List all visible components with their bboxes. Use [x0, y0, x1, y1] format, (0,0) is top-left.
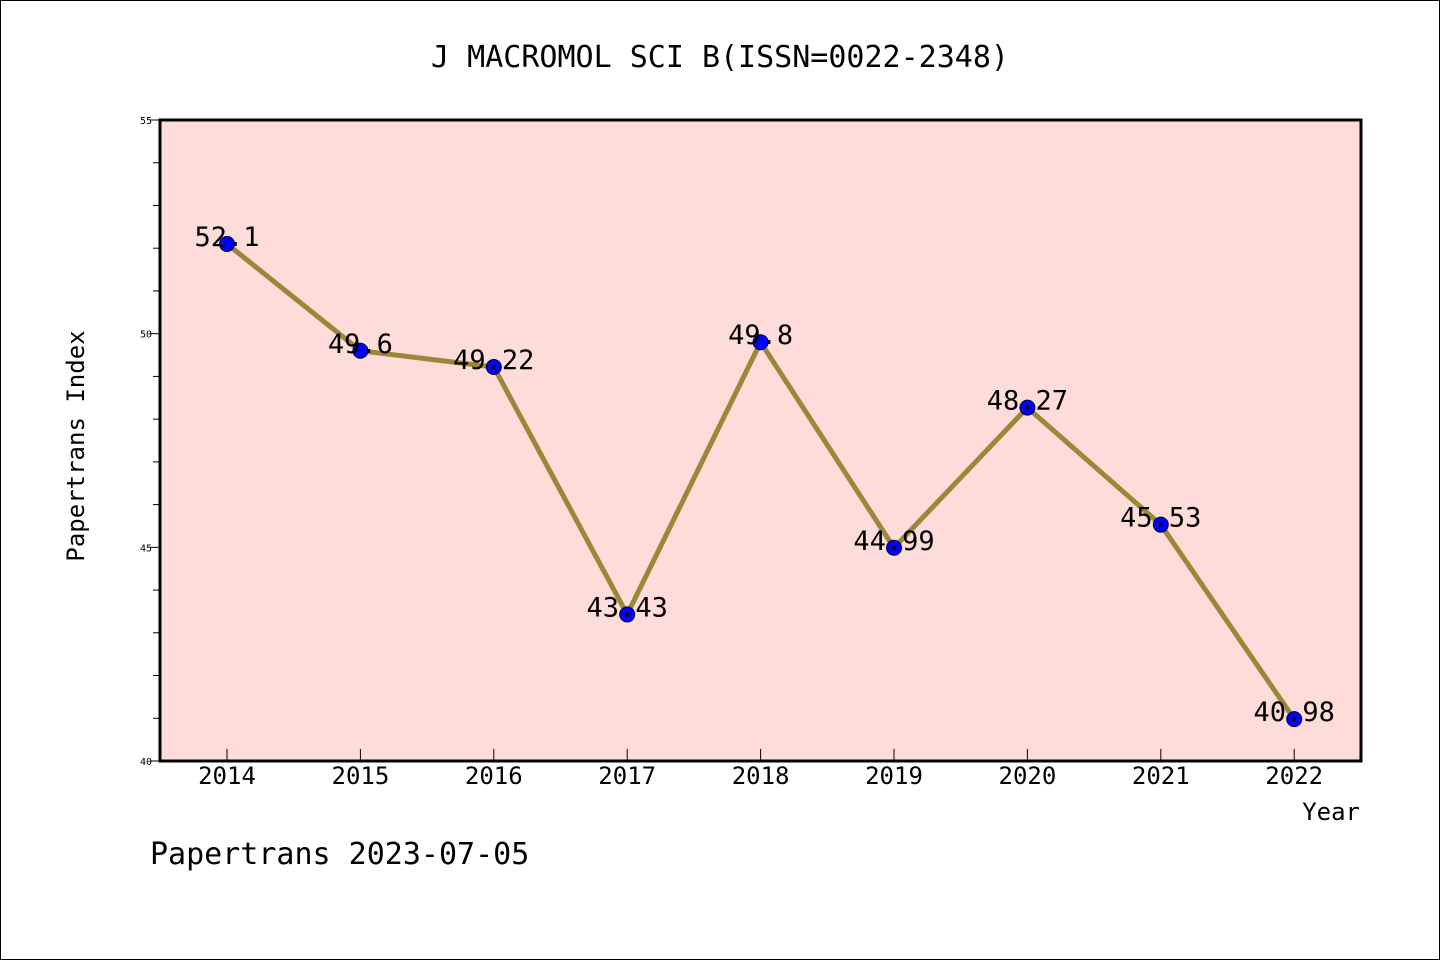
data-point — [752, 334, 769, 351]
data-label: 43.43 — [587, 592, 668, 623]
x-tick-label: 2022 — [1265, 762, 1323, 790]
data-label: 40.98 — [1254, 697, 1335, 728]
x-tick-label: 2021 — [1132, 762, 1190, 790]
series-data-labels: 52.1 49.6 49.22 43.43 49.8 44.99 48.27 45.53 40.… — [194, 222, 1334, 728]
y-tick-label: 55 — [140, 116, 152, 127]
data-label: 48.27 — [987, 386, 1068, 417]
data-point — [886, 539, 902, 556]
x-tick-label: 2015 — [332, 762, 390, 790]
data-point — [1019, 399, 1036, 416]
data-point — [485, 358, 502, 375]
x-axis-ticks: 2014 2015 2016 2017 2018 2019 2020 2021 2022 — [198, 749, 1323, 790]
data-point — [619, 606, 636, 623]
footer-watermark: Papertrans 2023-07-05 — [150, 837, 529, 872]
y-tick-label: 50 — [140, 330, 152, 341]
data-label: 45.53 — [1120, 503, 1201, 534]
x-tick-label: 2019 — [865, 762, 923, 790]
data-point — [1286, 711, 1303, 728]
x-tick-label: 2017 — [598, 762, 656, 790]
data-label: 44.99 — [853, 526, 934, 557]
x-tick-label: 2020 — [999, 762, 1057, 790]
data-point — [1152, 516, 1169, 533]
series-markers — [219, 235, 1303, 728]
data-label: 52.1 — [194, 222, 259, 253]
y-tick-label: 45 — [140, 543, 152, 554]
x-tick-label: 2014 — [198, 762, 256, 790]
y-axis-label: Papertrans Index — [62, 330, 90, 561]
x-tick-label: 2016 — [465, 762, 523, 790]
data-label: 49.22 — [453, 345, 534, 376]
x-tick-label: 2018 — [732, 762, 790, 790]
plot-area — [158, 118, 1363, 763]
x-axis-label: Year — [1302, 798, 1360, 826]
data-label: 49.8 — [728, 320, 793, 351]
data-point — [352, 342, 369, 359]
y-tick-label: 40 — [140, 757, 152, 768]
chart-title: J MACROMOL SCI B(ISSN=0022-2348) — [431, 40, 1009, 75]
data-point — [219, 235, 235, 252]
y-axis-minor-ticks — [153, 162, 160, 719]
y-axis-ticks: 40 45 50 55 — [140, 116, 160, 768]
data-label: 49.6 — [328, 329, 393, 360]
